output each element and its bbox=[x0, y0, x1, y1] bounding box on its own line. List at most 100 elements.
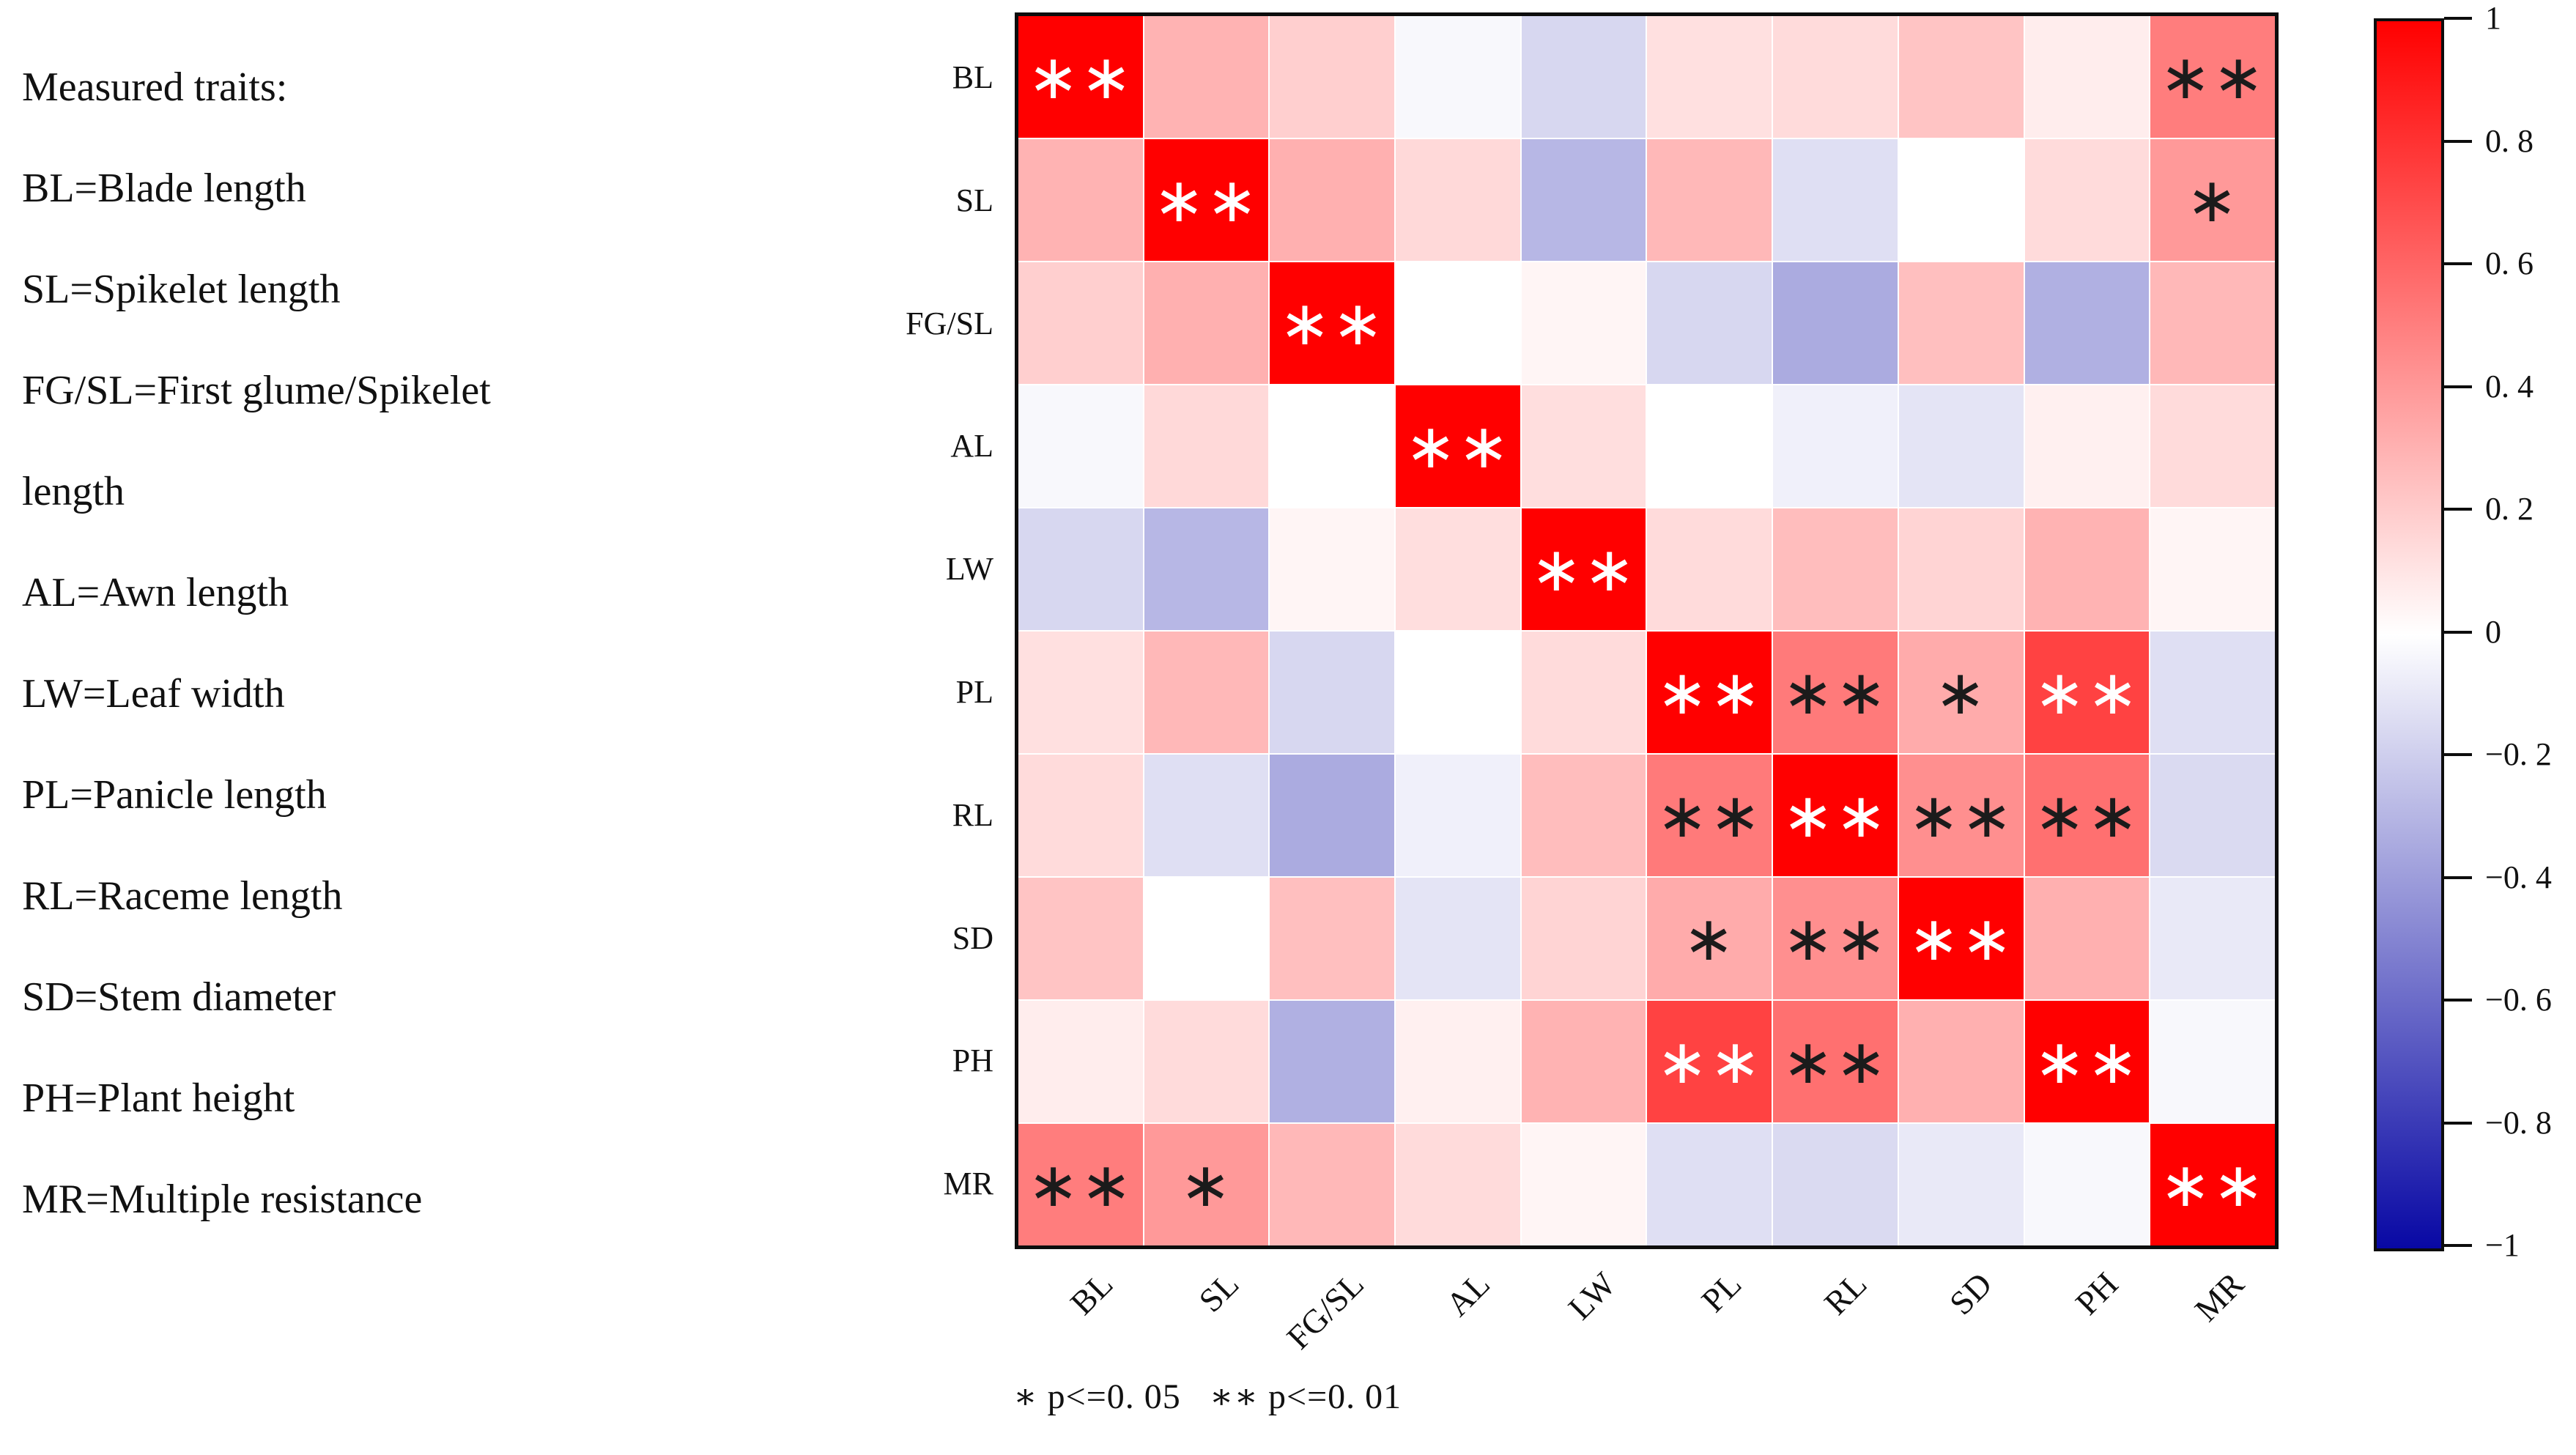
heatmap-cell bbox=[1396, 878, 1520, 999]
colorbar-tick bbox=[2444, 630, 2472, 634]
heatmap-cell bbox=[2024, 878, 2150, 999]
colorbar-tick-label: −1 bbox=[2485, 1227, 2520, 1263]
heatmap-cell bbox=[1521, 262, 1646, 384]
significance-stars: ∗∗ bbox=[1656, 1026, 1763, 1097]
colorbar-tick-label: −0. 2 bbox=[2485, 736, 2552, 772]
heatmap-cell bbox=[1144, 632, 1269, 753]
heatmap-cell bbox=[1773, 1124, 1898, 1245]
column-label: AL bbox=[1438, 1265, 1498, 1324]
heatmap-cell bbox=[1144, 385, 1269, 507]
colorbar-tick-label: 0. 4 bbox=[2485, 368, 2534, 404]
heatmap-cell bbox=[1396, 508, 1520, 630]
heatmap-cell: ∗∗ bbox=[1521, 508, 1646, 630]
colorbar-tick bbox=[2444, 139, 2472, 143]
column-label: FG/SL bbox=[1279, 1265, 1372, 1357]
significance-stars: ∗∗ bbox=[1908, 780, 2015, 851]
legend-line: SD=Stem diameter bbox=[22, 974, 336, 1020]
heatmap-grid: ∗∗ ∗∗ ∗∗ ∗ ∗∗ ∗∗ ∗∗ ∗∗ ∗∗ ∗ ∗∗ ∗∗ ∗∗ ∗∗ ∗∗ ∗ ∗∗ ∗∗ ∗∗ ∗∗ ∗∗ ∗… bbox=[1018, 16, 2275, 1245]
legend-line: PL=Panicle length bbox=[22, 772, 327, 818]
legend-line: MR=Multiple resistance bbox=[22, 1177, 423, 1222]
heatmap-cell bbox=[1773, 262, 1898, 384]
colorbar-tick-label: −0. 8 bbox=[2485, 1104, 2552, 1141]
heatmap-cell bbox=[1270, 16, 1395, 138]
column-label: RL bbox=[1816, 1265, 1874, 1322]
heatmap-cell bbox=[1898, 508, 2024, 630]
heatmap-cell bbox=[2150, 508, 2275, 630]
heatmap-cell bbox=[2024, 1124, 2150, 1245]
row-label: PL bbox=[955, 673, 993, 710]
legend-line: AL=Awn length bbox=[22, 570, 289, 615]
significance-stars: ∗∗ bbox=[1656, 780, 1763, 851]
heatmap-cell bbox=[1521, 139, 1646, 261]
correlation-heatmap: ∗∗ ∗∗ ∗∗ ∗ ∗∗ ∗∗ ∗∗ ∗∗ ∗∗ ∗ ∗∗ ∗∗ ∗∗ ∗∗ ∗∗ ∗ ∗∗ ∗∗ ∗∗ ∗∗ ∗∗ ∗… bbox=[1015, 12, 2279, 1249]
heatmap-cell: ∗∗ bbox=[1396, 385, 1520, 507]
heatmap-cell bbox=[1018, 262, 1143, 384]
colorbar-tick bbox=[2444, 1121, 2472, 1125]
heatmap-cell: ∗∗ bbox=[1647, 755, 1772, 876]
row-label: PH bbox=[952, 1043, 993, 1079]
heatmap-cell: ∗∗ bbox=[2024, 755, 2150, 876]
heatmap-cell bbox=[1898, 385, 2024, 507]
heatmap-cell bbox=[1521, 755, 1646, 876]
colorbar-tick bbox=[2444, 508, 2472, 511]
heatmap-cell bbox=[1396, 755, 1520, 876]
significance-stars: ∗ bbox=[2185, 164, 2240, 236]
heatmap-cell: ∗∗ bbox=[1773, 1001, 1898, 1122]
heatmap-cell bbox=[1773, 139, 1898, 261]
heatmap-cell: ∗∗ bbox=[2024, 632, 2150, 753]
heatmap-cell bbox=[1773, 508, 1898, 630]
heatmap-cell bbox=[1018, 878, 1143, 999]
heatmap-cell: ∗∗ bbox=[2150, 1124, 2275, 1245]
heatmap-cell: ∗ bbox=[2150, 139, 2275, 261]
heatmap-cell bbox=[1396, 139, 1520, 261]
significance-stars: ∗∗ bbox=[1782, 903, 1889, 974]
significance-stars: ∗ bbox=[1683, 903, 1736, 974]
heatmap-cell bbox=[1270, 632, 1395, 753]
heatmap-cell bbox=[1270, 1124, 1395, 1245]
colorbar-tick-label: 0. 6 bbox=[2485, 245, 2534, 281]
heatmap-cell bbox=[1018, 755, 1143, 876]
significance-stars: ∗∗ bbox=[1531, 533, 1637, 605]
significance-stars: ∗∗ bbox=[1404, 410, 1511, 482]
heatmap-cell bbox=[2024, 139, 2150, 261]
heatmap-cell bbox=[1018, 632, 1143, 753]
row-label: LW bbox=[945, 551, 993, 588]
significance-stars: ∗∗ bbox=[1908, 903, 2015, 974]
legend-line: Measured traits: bbox=[22, 64, 288, 110]
heatmap-cell bbox=[2024, 385, 2150, 507]
heatmap-cell bbox=[1647, 508, 1772, 630]
heatmap-cell: ∗∗ bbox=[1647, 632, 1772, 753]
heatmap-cell bbox=[1898, 16, 2024, 138]
colorbar-tick-label: −0. 6 bbox=[2485, 982, 2552, 1018]
legend-line: LW=Leaf width bbox=[22, 671, 285, 717]
significance-stars: ∗∗ bbox=[2034, 656, 2140, 728]
row-label: BL bbox=[952, 59, 993, 95]
legend-line: length bbox=[22, 469, 125, 514]
heatmap-cell: ∗ bbox=[1144, 1124, 1269, 1245]
colorbar-tick bbox=[2444, 385, 2472, 388]
colorbar-tick-label: 1 bbox=[2485, 0, 2501, 36]
heatmap-cell bbox=[1521, 878, 1646, 999]
row-label: SL bbox=[955, 182, 993, 218]
heatmap-cell bbox=[1647, 262, 1772, 384]
trait-legend: Measured traits: BL=Blade length SL=Spikel… bbox=[22, 37, 491, 1250]
heatmap-cell bbox=[1018, 139, 1143, 261]
heatmap-cell: ∗∗ bbox=[1773, 878, 1898, 999]
heatmap-cell bbox=[2150, 385, 2275, 507]
legend-line: SL=Spikelet length bbox=[22, 267, 341, 312]
heatmap-cell bbox=[1647, 385, 1772, 507]
heatmap-cell bbox=[1521, 1124, 1646, 1245]
heatmap-cell bbox=[1898, 139, 2024, 261]
heatmap-cell bbox=[1018, 1001, 1143, 1122]
legend-line: FG/SL=First glume/Spikelet bbox=[22, 368, 491, 413]
significance-stars: ∗∗ bbox=[2034, 780, 2140, 851]
heatmap-cell bbox=[2150, 262, 2275, 384]
heatmap-cell bbox=[1270, 139, 1395, 261]
heatmap-cell bbox=[1647, 139, 1772, 261]
heatmap-cell bbox=[1396, 1124, 1520, 1245]
colorbar-tick bbox=[2444, 875, 2472, 879]
heatmap-cell bbox=[1898, 1001, 2024, 1122]
heatmap-cell: ∗∗ bbox=[1144, 139, 1269, 261]
heatmap-cell bbox=[1270, 385, 1395, 507]
